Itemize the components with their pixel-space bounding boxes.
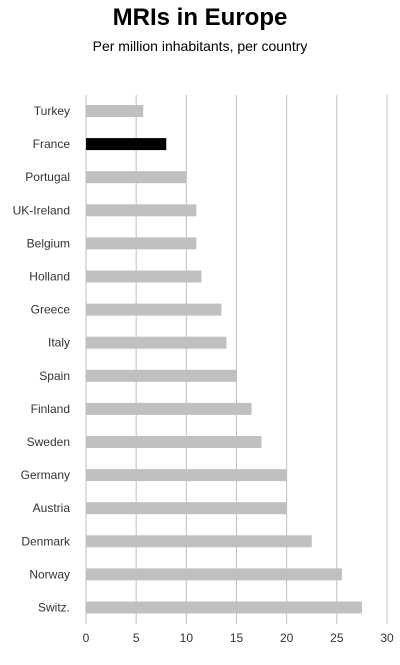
category-label: Spain xyxy=(39,369,70,383)
category-label: France xyxy=(33,137,71,151)
category-label: UK-Ireland xyxy=(13,203,70,217)
x-tick-label: 25 xyxy=(330,631,344,645)
bar xyxy=(86,303,222,316)
bar xyxy=(86,369,237,382)
x-tick-label: 5 xyxy=(133,631,140,645)
category-label: Finland xyxy=(31,402,70,416)
x-tick-label: 0 xyxy=(83,631,90,645)
category-labels: Turkey France Portugal UK-Ireland Belgium Hol… xyxy=(13,104,71,615)
chart-subtitle: Per million inhabitants, per country xyxy=(92,38,308,54)
bar xyxy=(86,469,287,482)
category-label: Portugal xyxy=(25,170,70,184)
x-tick-label: 10 xyxy=(180,631,194,645)
bar xyxy=(86,204,197,217)
bar-highlight xyxy=(86,138,167,151)
bar xyxy=(86,402,252,415)
category-label: Italy xyxy=(48,336,70,350)
category-label: Belgium xyxy=(27,236,70,250)
category-label: Holland xyxy=(29,270,70,284)
bar xyxy=(86,601,362,614)
category-label: Greece xyxy=(31,303,71,317)
bars xyxy=(86,105,362,614)
bar xyxy=(86,336,227,349)
category-label: Norway xyxy=(29,567,70,581)
x-tick-label: 20 xyxy=(280,631,294,645)
bar xyxy=(86,105,144,117)
bar xyxy=(86,270,202,283)
category-label: Germany xyxy=(21,468,70,482)
bar xyxy=(86,171,187,184)
bar xyxy=(86,436,262,448)
category-label: Sweden xyxy=(27,435,70,449)
chart-title: MRIs in Europe xyxy=(112,4,288,31)
bar xyxy=(86,568,342,581)
x-tick-label: 30 xyxy=(380,631,394,645)
category-label: Turkey xyxy=(34,104,70,118)
bar xyxy=(86,502,287,515)
x-tick-label: 15 xyxy=(230,631,244,645)
category-label: Denmark xyxy=(21,534,71,548)
bar xyxy=(86,535,312,548)
category-label: Austria xyxy=(33,501,71,515)
category-label: Switz. xyxy=(38,601,70,615)
x-axis-ticks: 0 5 10 15 20 25 30 xyxy=(83,631,394,645)
bar xyxy=(86,237,197,250)
